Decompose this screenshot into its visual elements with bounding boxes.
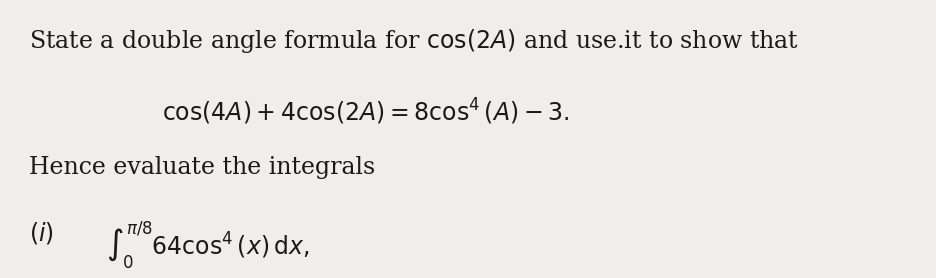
Text: $\int_0^{\pi/8} 64\cos^4(x)\,\mathrm{d}x,$: $\int_0^{\pi/8} 64\cos^4(x)\,\mathrm{d}x… [107,220,310,271]
Text: State a double angle formula for $\mathrm{cos}(2A)$ and use.it to show that: State a double angle formula for $\mathr… [29,28,798,55]
Text: $\mathit{(i)}$: $\mathit{(i)}$ [29,220,53,246]
Text: $\cos(4A) + 4\cos(2A) = 8\cos^4(A) - 3.$: $\cos(4A) + 4\cos(2A) = 8\cos^4(A) - 3.$ [162,96,569,127]
Text: Hence evaluate the integrals: Hence evaluate the integrals [29,156,375,179]
